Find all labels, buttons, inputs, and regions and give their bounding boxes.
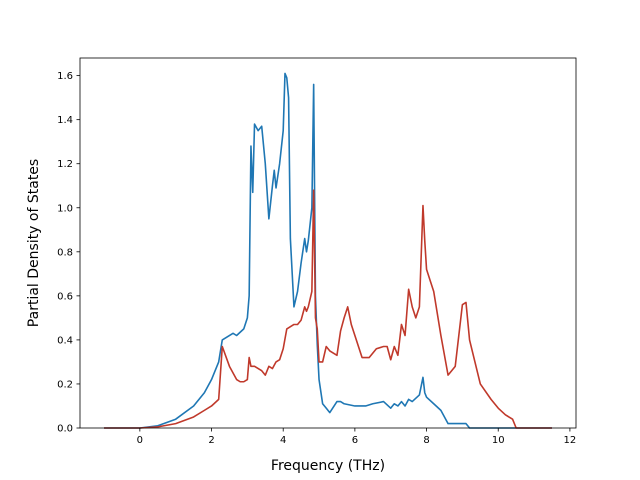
y-tick-label: 0.0 [57,424,73,435]
y-axis-ticks: 0.0 0.2 0.4 0.6 0.8 1.0 1.2 1.4 1.6 [57,71,80,435]
x-tick-label: 8 [423,435,429,446]
y-tick-label: 0.4 [57,335,73,346]
x-tick-label: 4 [280,435,286,446]
series-line-2 [104,189,552,429]
y-tick-label: 0.6 [57,291,73,302]
y-tick-label: 1.6 [57,71,73,82]
y-tick-label: 0.2 [57,379,73,390]
x-axis-label: Frequency (THz) [271,458,385,474]
y-axis-label: Partial Density of States [26,159,42,327]
y-tick-label: 1.2 [57,159,73,170]
series-layer [104,72,552,429]
plot-frame [79,57,577,429]
x-tick-label: 0 [137,435,143,446]
x-tick-label: 2 [208,435,214,446]
x-tick-label: 12 [564,435,577,446]
y-tick-label: 0.8 [57,247,73,258]
x-tick-label: 10 [492,435,505,446]
x-axis-ticks: 0 2 4 6 8 10 12 [137,428,577,446]
series-line-1 [104,72,552,429]
x-tick-label: 6 [352,435,358,446]
y-tick-label: 1.0 [57,203,73,214]
y-tick-label: 1.4 [57,115,73,126]
